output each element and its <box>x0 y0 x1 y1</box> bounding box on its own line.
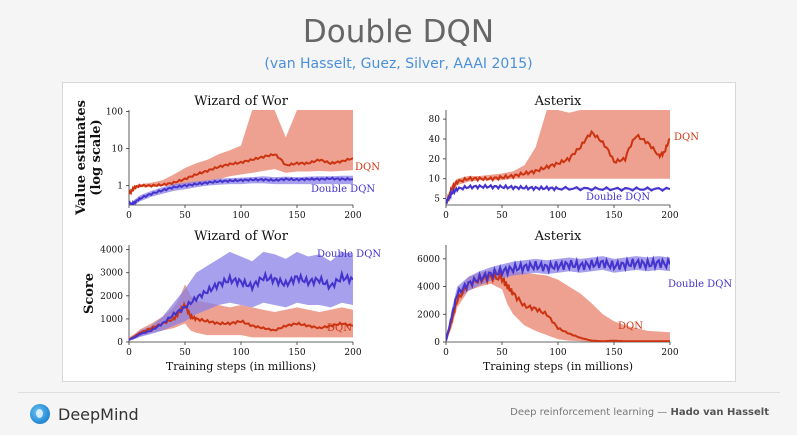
series-line-double-dqn <box>129 269 353 341</box>
x-tick-label: 200 <box>661 211 678 221</box>
x-tick-label: 0 <box>126 348 132 358</box>
confidence-band-dqn <box>446 268 670 342</box>
y-tick-label: 40 <box>429 135 441 145</box>
x-tick-label: 200 <box>344 348 361 358</box>
deepmind-logo: DeepMind <box>30 400 139 428</box>
x-axis-label: Training steps (in millions) <box>166 360 316 373</box>
y-axis-label-line: Value estimates <box>74 100 89 216</box>
series-line-double-dqn <box>129 176 353 205</box>
confidence-band-dqn <box>129 110 353 194</box>
series-label-dqn: DQN <box>674 132 699 143</box>
y-tick-label: 10 <box>429 175 441 185</box>
y-axis-label: Score <box>82 273 97 314</box>
y-tick-label: 10 <box>112 145 124 155</box>
y-tick-label: 20 <box>429 155 441 165</box>
series-label-double-dqn: Double DQN <box>668 279 732 290</box>
series-label-dqn: DQN <box>355 162 380 173</box>
x-tick-label: 200 <box>661 348 678 358</box>
figure-panel: Wizard of Wor 0 50 100 150 200 1 10 100 Value est… <box>62 82 736 382</box>
series-line-double-dqn <box>446 255 670 341</box>
y-tick-label: 100 <box>106 108 123 118</box>
y-tick-label: 2000 <box>417 310 440 320</box>
confidence-band-double-dqn <box>129 251 353 341</box>
series-line-dqn <box>129 152 353 196</box>
x-tick-label: 50 <box>496 211 508 221</box>
series-label-double-dqn: Double DQN <box>317 249 381 260</box>
y-tick-label: 5 <box>434 195 440 205</box>
plot-area <box>446 255 670 342</box>
x-tick-label: 50 <box>179 348 191 358</box>
x-tick-label: 100 <box>549 211 566 221</box>
chart-panel-2: Asterix 0 50 100 150 200 5 10 20 40 80 DQN Double DQ… <box>429 94 700 221</box>
y-tick-label: 0 <box>117 338 123 348</box>
x-tick-label: 100 <box>232 211 249 221</box>
x-tick-label: 200 <box>344 211 361 221</box>
x-tick-label: 150 <box>288 348 305 358</box>
y-axis-label: Value estimates(log scale) <box>74 100 104 216</box>
series-line-dqn <box>446 129 670 205</box>
chart-title: Asterix <box>534 229 582 244</box>
slide-title: Double DQN <box>302 14 495 50</box>
x-tick-label: 150 <box>288 211 305 221</box>
x-tick-label: 0 <box>443 348 449 358</box>
series-label-double-dqn: Double DQN <box>586 192 650 203</box>
chart-title: Wizard of Wor <box>194 94 289 109</box>
y-tick-label: 6000 <box>417 255 440 265</box>
deepmind-brand-text: DeepMind <box>58 404 139 424</box>
series-label-dqn: DQN <box>327 323 352 334</box>
x-tick-label: 100 <box>549 348 566 358</box>
y-tick-label: 4000 <box>417 283 440 293</box>
confidence-band-double-dqn <box>446 256 670 342</box>
footer-divider <box>18 392 780 393</box>
x-tick-label: 50 <box>179 211 191 221</box>
confidence-band-dqn <box>446 110 670 204</box>
y-axis-label-line: (log scale) <box>89 119 104 195</box>
footer-author: Hado van Hasselt <box>670 407 769 418</box>
y-tick-label: 1 <box>117 182 123 192</box>
deepmind-logo-icon <box>30 404 50 424</box>
x-tick-label: 0 <box>126 211 132 221</box>
slide-subtitle: (van Hasselt, Guez, Silver, AAAI 2015) <box>264 56 533 72</box>
series-label-dqn: DQN <box>618 321 643 332</box>
chart-title: Asterix <box>534 94 582 109</box>
y-tick-label: 1000 <box>100 315 123 325</box>
y-tick-label: 4000 <box>100 246 123 256</box>
series-label-double-dqn: Double DQN <box>311 184 375 195</box>
plot-area <box>129 110 353 205</box>
x-axis-label: Training steps (in millions) <box>483 360 633 373</box>
x-tick-label: 150 <box>605 211 622 221</box>
series-line-double-dqn <box>446 183 670 205</box>
x-tick-label: 0 <box>443 211 449 221</box>
chart-title: Wizard of Wor <box>194 229 289 244</box>
x-tick-label: 150 <box>605 348 622 358</box>
footer-text: Deep reinforcement learning — <box>510 407 671 418</box>
y-tick-label: 2000 <box>100 292 123 302</box>
plot-area <box>446 110 670 205</box>
footer-credit: Deep reinforcement learning — Hado van H… <box>510 407 769 418</box>
x-tick-label: 100 <box>232 348 249 358</box>
x-tick-label: 50 <box>496 348 508 358</box>
y-tick-label: 80 <box>429 115 441 125</box>
confidence-band-double-dqn <box>129 175 353 205</box>
y-tick-label: 0 <box>434 338 440 348</box>
y-tick-label: 3000 <box>100 269 123 279</box>
plot-area <box>129 251 353 341</box>
